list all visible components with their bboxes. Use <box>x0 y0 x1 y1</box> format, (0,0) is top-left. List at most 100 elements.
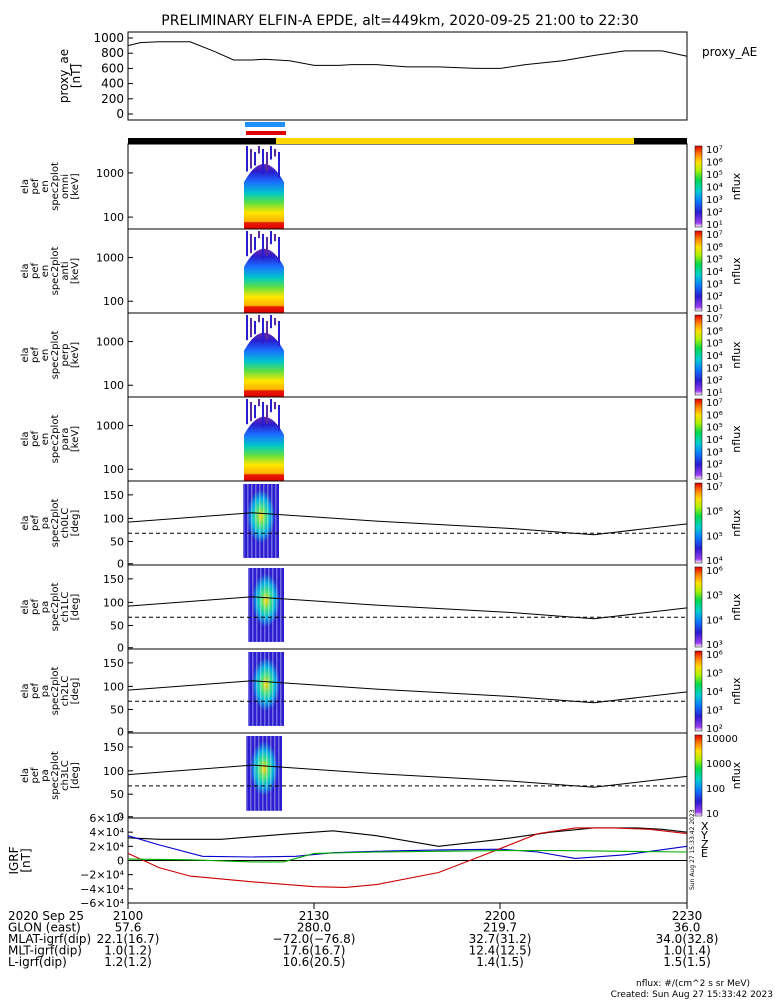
colorbar-tick: 10⁵ <box>706 591 723 602</box>
spectrogram-stripe <box>270 315 272 329</box>
y-tick-label: 100 <box>103 680 124 693</box>
pa-spectrogram-gap <box>276 567 278 643</box>
y-axis-label: spec2plot <box>50 499 61 548</box>
pa-spectrogram-gap <box>280 651 282 727</box>
colorbar-tick: 10⁵ <box>706 339 723 350</box>
pa-spectrogram-gap <box>260 567 262 643</box>
pa-spectrogram-gap <box>264 651 266 727</box>
colorbar-tick: 10⁴ <box>706 351 723 362</box>
spectrogram-stripe <box>278 405 280 431</box>
y-axis-label: spec2plot <box>50 751 61 800</box>
grf-series-Y <box>127 835 688 859</box>
panel-spec2plot_ch0LC: ela pef pa spec2plot ch0LC [deg]15010050010⁷1… <box>20 480 743 571</box>
y-tick-label: 150 <box>103 573 124 586</box>
pa-spectrogram-gap <box>252 651 254 727</box>
y-axis-label: spec2plot <box>50 583 61 632</box>
y-tick-label: 0 <box>117 811 124 824</box>
panel-spec2plot_ch1LC: ela pef pa spec2plot ch1LC [deg]15010050010⁶1… <box>20 564 743 655</box>
y-tick-label: 100 <box>103 765 124 778</box>
colorbar-tick: 10⁵ <box>706 669 723 680</box>
pa-spectrogram-gap <box>256 651 258 727</box>
proxy-ae-line <box>127 41 688 69</box>
pa-spectrogram-gap <box>271 483 273 559</box>
y-axis-label: para <box>60 428 71 451</box>
spectrogram-low-energy-band <box>244 306 284 313</box>
orbit-cell: 1.4(1.5) <box>476 955 524 969</box>
colorbar-tick: 1000 <box>706 759 731 770</box>
side-timestamp: Sun Aug 27 15:33:42 2023 <box>689 809 696 890</box>
colorbar-spec2plot_ch3LC: 10000 1000 100 10 nflux <box>694 734 743 820</box>
y-axis-label: spec2plot <box>50 667 61 716</box>
y-axis-label: [keV] <box>70 426 81 452</box>
y-tick-label: 4×10⁴ <box>89 826 124 839</box>
pa-spectrogram-gap <box>268 567 270 643</box>
pa-spectrogram-gap <box>259 483 261 559</box>
spectrogram-stripe <box>274 318 276 326</box>
colorbar-tick: 10⁷ <box>706 482 723 493</box>
colorbar-tick: 10⁷ <box>706 145 723 156</box>
spectrogram-stripe <box>278 321 280 347</box>
colorbar-tick: 10¹ <box>706 220 723 231</box>
legend-entry-Z: Z <box>701 838 709 851</box>
colorbar-tick: 10³ <box>706 279 723 290</box>
spectrogram-stripe <box>254 321 256 335</box>
spectrogram-stripe <box>246 146 248 172</box>
colorbar-tick: 10⁶ <box>706 650 723 661</box>
colorbar-spec2plot_ch1LC: 10⁶ 10⁵ 10⁴ 10³ nflux <box>694 566 743 651</box>
panel-frame <box>127 396 688 482</box>
orbit-cell: 2200 <box>485 909 516 923</box>
marker-blue-bar <box>245 122 285 127</box>
pa-spectrogram-gap <box>280 567 282 643</box>
orbit-cell: 2100 <box>113 909 144 923</box>
y-axis-label: pa <box>40 769 51 781</box>
orbit-cell: 280.0 <box>297 921 331 935</box>
created-note: Created: Sun Aug 27 15:33:42 2023 <box>611 990 773 1000</box>
spectrogram-stripe <box>270 146 272 160</box>
orbit-cell: 1.2(1.2) <box>104 955 152 969</box>
colorbar-tick: 10⁶ <box>706 158 723 169</box>
orbit-cell: 2130 <box>299 909 330 923</box>
figure-title: PRELIMINARY ELFIN-A EPDE, alt=449km, 202… <box>161 13 638 29</box>
panel-frame <box>127 312 688 398</box>
pa-spectrogram-gap <box>279 483 281 559</box>
pa-spectrogram-gap <box>260 651 262 727</box>
spectrogram-stripe <box>250 402 252 422</box>
y-tick-label: 1000 <box>96 252 124 265</box>
spectrogram-fill <box>244 163 284 229</box>
panel-frame <box>127 31 688 121</box>
colorbar-unit: nflux <box>730 509 743 537</box>
y-axis-label: en <box>40 433 51 446</box>
y-tick-label: 400 <box>101 77 124 91</box>
y-axis-label: pef <box>30 263 41 280</box>
colorbar-strip <box>694 482 703 564</box>
pa-spectrogram-gap <box>284 651 286 727</box>
pa-spectrogram-spec2plot_ch1LC <box>248 567 286 643</box>
y-tick-label: 800 <box>101 46 124 60</box>
legend-entry-Y: Y <box>700 829 708 842</box>
spectrogram-stripe <box>258 399 260 407</box>
spectrogram-stripe <box>246 231 248 257</box>
pa-spectrogram-gap <box>278 735 280 812</box>
colorbar-tick: 10⁵ <box>706 423 723 434</box>
spectrogram-stripe <box>250 318 252 338</box>
spectrogram-stripe <box>266 152 268 172</box>
grf-series-E <box>127 850 688 863</box>
colorbar-tick: 10⁵ <box>706 255 723 266</box>
y-axis-label: ela <box>20 599 31 614</box>
pa-spectrogram-gap <box>258 735 260 812</box>
spectrogram-stripe <box>258 315 260 323</box>
panel-spec2plot_omni: ela pef en spec2plot omni [keV] 100010010⁷10⁶1… <box>20 143 743 231</box>
y-axis-label: [keV] <box>70 173 81 199</box>
pa-spectrogram-gap <box>255 483 257 559</box>
spectrogram-stripe <box>246 399 248 425</box>
colorbar-tick: 10² <box>706 208 723 219</box>
orbit-row-label: 2020 Sep 25 <box>8 909 84 923</box>
grf-series-X <box>127 827 688 847</box>
y-tick-label: 0 <box>116 107 124 121</box>
colorbar-tick: 10² <box>706 460 723 471</box>
panel-frame <box>127 228 688 314</box>
y-axis-label: ch3LC <box>60 760 71 791</box>
y-axis-label: pef <box>30 178 41 195</box>
colorbar-tick: 10⁶ <box>706 242 723 253</box>
